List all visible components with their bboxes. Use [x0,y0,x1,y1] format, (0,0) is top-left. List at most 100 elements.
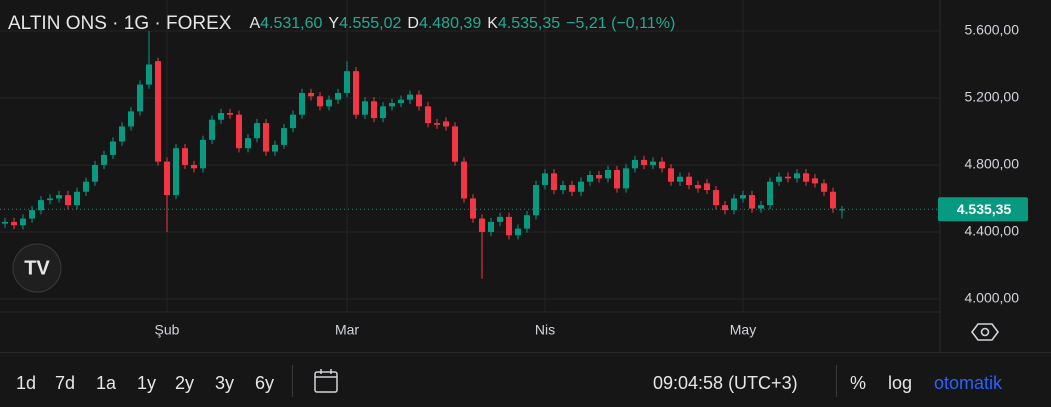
candle-body [767,181,773,206]
candle-body [605,169,611,179]
candle-body [443,121,449,127]
candle-body [740,195,746,199]
log-button[interactable]: log [888,373,913,393]
calendar-icon[interactable] [312,367,342,397]
auto-button[interactable]: otomatik [934,373,1003,393]
candle-body [785,176,791,179]
candle-body [668,168,674,182]
x-tick-label: Mar [335,322,359,338]
candle-body [659,161,665,169]
range-button[interactable]: 1y [137,373,157,393]
settings-icon[interactable] [971,323,999,341]
candle-body [776,176,782,182]
candle-body [506,216,512,236]
candle-body [272,144,278,152]
y-tick-label: 4.400,00 [965,223,1020,239]
candle-body [812,178,818,184]
candle-body [2,221,8,224]
change: −5,21 (−0,11%) [566,15,676,32]
candle-body [830,191,836,209]
candle-body [821,183,827,192]
ohlc-key: D [407,15,419,32]
candle-body [731,198,737,211]
separator [292,365,293,397]
ohlc-key: A [249,15,261,32]
candle-body [299,92,305,115]
toolbar: 09:04:58 (UTC+3) % log otomatik 1d 7d 1a 1y… [0,352,1051,407]
candle-body [191,164,197,169]
candle-body [182,148,188,165]
candle-body [542,173,548,186]
range-button[interactable]: 2y [175,373,195,393]
y-tick-label: 4.800,00 [965,156,1020,172]
ohlc-value: 4.535,35 [497,15,561,32]
candle-body [434,123,440,125]
candle-body [173,148,179,196]
candle-body [11,221,17,226]
range-button[interactable]: 3y [215,373,235,393]
candle-body [632,159,638,169]
candle-body [425,106,431,124]
candle-body [326,99,332,107]
candle-body [794,173,800,179]
candle-body [479,218,485,232]
candle-body [335,92,341,100]
clock: 09:04:58 (UTC+3) [653,373,798,393]
candle-body [452,126,458,162]
candle-body [497,216,503,222]
candle-body [29,210,35,219]
candle-body [200,139,206,169]
candle-body [128,111,134,127]
candle-body [650,161,656,165]
candle-body [101,154,107,165]
candle-body [47,198,53,201]
candle-body [614,169,620,189]
y-tick-label: 5.600,00 [965,22,1020,38]
candle-body [290,114,296,129]
x-tick-label: Şub [155,322,180,338]
candle-body [245,138,251,149]
candle-body [623,168,629,189]
candle-body [551,173,557,191]
candle-body [119,126,125,142]
candle-body [146,64,152,85]
percent-button[interactable]: % [850,373,867,393]
candle-body [209,119,215,140]
candle-body [596,175,602,179]
candle-body [56,195,62,199]
candle-body [515,228,521,236]
ohlc-value: 4.480,39 [418,15,482,32]
candle-body [677,176,683,182]
candle-body [227,113,233,115]
candle-body [461,161,467,199]
candle-body [110,141,116,155]
range-button[interactable]: 6y [255,373,275,393]
svg-text:TV: TV [24,257,50,279]
candle-body [839,209,845,211]
candle-body [83,181,89,192]
separator [836,365,837,397]
candle-body [587,175,593,182]
candle-body [695,185,701,189]
candle-body [317,96,323,107]
header: ALTIN ONS · 1G · FOREX A 4.531,60 Y 4.555,0… [8,13,675,35]
range-button[interactable]: 7d [55,373,76,393]
ohlc-value: 4.531,60 [260,15,323,32]
candle-body [704,183,710,191]
range-button[interactable]: 1a [96,373,117,393]
candle-body [353,71,359,115]
candle-body [164,161,170,196]
range-button[interactable]: 1d [16,373,37,393]
x-tick-label: Nis [535,322,555,338]
candle-body [38,200,44,211]
candle-body [578,181,584,192]
candle-body [65,195,71,206]
x-tick-label: May [730,322,756,338]
symbol-title: ALTIN ONS · 1G · FOREX [8,13,232,34]
candle-body [470,198,476,219]
candle-body [533,185,539,216]
tv-logo[interactable]: TV [12,243,62,293]
candle-body [281,128,287,145]
candle-body [236,114,242,149]
